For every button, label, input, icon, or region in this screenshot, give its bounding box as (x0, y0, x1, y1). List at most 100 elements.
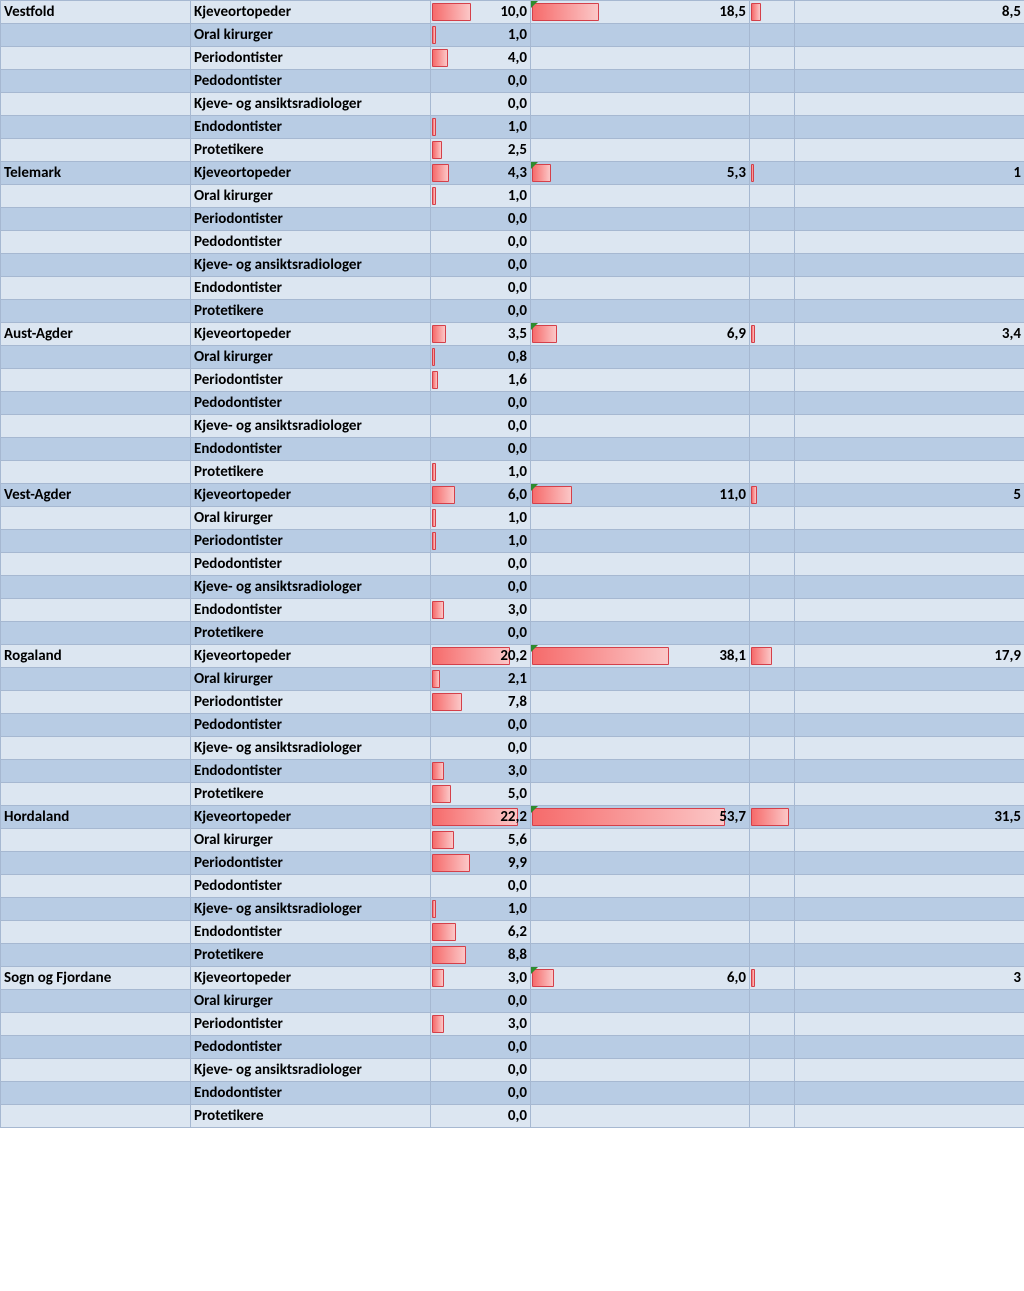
data-table: VestfoldKjeveortopeder10,018,58,5 Oral ki… (0, 0, 1024, 1128)
table-row: Protetikere8,8 (1, 944, 1024, 967)
table-row: Endodontister3,0 (1, 599, 1024, 622)
value-cell (795, 622, 1024, 645)
value-cell (750, 507, 795, 530)
specialty-cell: Protetikere (191, 944, 431, 967)
specialty-cell: Oral kirurger (191, 507, 431, 530)
specialty-cell: Pedodontister (191, 714, 431, 737)
value-cell: 3,4 (795, 323, 1024, 346)
value-cell (795, 116, 1024, 139)
value-cell: 53,7 (531, 806, 750, 829)
value-text: 3,0 (508, 762, 527, 780)
value-cell (750, 1059, 795, 1082)
region-cell (1, 208, 191, 231)
specialty-cell: Pedodontister (191, 1036, 431, 1059)
value-cell (531, 438, 750, 461)
value-cell (531, 392, 750, 415)
data-bar (432, 118, 436, 136)
region-cell (1, 944, 191, 967)
value-cell (795, 208, 1024, 231)
value-cell (531, 691, 750, 714)
value-cell (750, 1105, 795, 1128)
value-cell (750, 392, 795, 415)
value-cell (750, 484, 795, 507)
value-text: 0,0 (508, 1038, 527, 1056)
value-cell (531, 783, 750, 806)
region-cell (1, 116, 191, 139)
specialty-cell: Oral kirurger (191, 346, 431, 369)
value-cell (750, 369, 795, 392)
region-cell: Sogn og Fjordane (1, 967, 191, 990)
value-cell (531, 599, 750, 622)
data-bar (432, 762, 444, 780)
region-cell (1, 1036, 191, 1059)
value-cell: 0,0 (431, 93, 531, 116)
value-text: 0,0 (508, 578, 527, 596)
table-row: Pedodontister0,0 (1, 392, 1024, 415)
table-row: Periodontister9,9 (1, 852, 1024, 875)
value-cell (531, 829, 750, 852)
data-bar (432, 3, 471, 21)
region-cell (1, 185, 191, 208)
value-cell: 1,0 (431, 116, 531, 139)
region-cell (1, 1082, 191, 1105)
region-cell (1, 70, 191, 93)
specialty-cell: Kjeve- og ansiktsradiologer (191, 254, 431, 277)
region-cell (1, 507, 191, 530)
region-cell: Telemark (1, 162, 191, 185)
value-cell: 1 (795, 162, 1024, 185)
indicator-triangle (531, 323, 538, 330)
value-cell (531, 1082, 750, 1105)
value-text: 5,3 (727, 164, 746, 182)
table-row: VestfoldKjeveortopeder10,018,58,5 (1, 1, 1024, 24)
value-cell (795, 829, 1024, 852)
value-text: 0,0 (508, 302, 527, 320)
table-row: RogalandKjeveortopeder20,238,117,9 (1, 645, 1024, 668)
region-cell: Vest-Agder (1, 484, 191, 507)
table-row: Oral kirurger0,0 (1, 990, 1024, 1013)
specialty-cell: Kjeve- og ansiktsradiologer (191, 93, 431, 116)
value-cell (531, 852, 750, 875)
value-text: 1,0 (508, 900, 527, 918)
value-text: 0,0 (508, 72, 527, 90)
value-cell (795, 346, 1024, 369)
value-cell (531, 415, 750, 438)
value-text: 0,0 (508, 555, 527, 573)
table-row: Periodontister3,0 (1, 1013, 1024, 1036)
data-bar (432, 854, 470, 872)
value-text: 31,5 (994, 808, 1021, 826)
table-row: Oral kirurger5,6 (1, 829, 1024, 852)
value-cell (531, 1013, 750, 1036)
table-row: Endodontister0,0 (1, 277, 1024, 300)
table-row: Kjeve- og ansiktsradiologer0,0 (1, 254, 1024, 277)
value-cell (750, 737, 795, 760)
value-cell: 0,0 (431, 70, 531, 93)
table-row: Kjeve- og ansiktsradiologer0,0 (1, 1059, 1024, 1082)
region-cell (1, 392, 191, 415)
specialty-cell: Oral kirurger (191, 990, 431, 1013)
table-row: TelemarkKjeveortopeder4,35,31 (1, 162, 1024, 185)
data-bar (432, 26, 436, 44)
value-cell (750, 461, 795, 484)
value-cell (531, 668, 750, 691)
data-bar (751, 3, 761, 21)
indicator-triangle (531, 645, 538, 652)
value-cell (750, 1082, 795, 1105)
value-cell (531, 553, 750, 576)
value-text: 20,2 (500, 647, 527, 665)
value-cell (750, 714, 795, 737)
value-cell (750, 852, 795, 875)
value-cell (750, 231, 795, 254)
region-cell (1, 990, 191, 1013)
value-cell (531, 116, 750, 139)
value-text: 0,0 (508, 1061, 527, 1079)
value-cell (531, 93, 750, 116)
region-cell (1, 691, 191, 714)
value-text: 17,9 (994, 647, 1021, 665)
value-cell (531, 369, 750, 392)
data-bar (432, 325, 446, 343)
specialty-cell: Oral kirurger (191, 668, 431, 691)
value-cell: 3 (795, 967, 1024, 990)
value-cell (750, 783, 795, 806)
value-cell (795, 852, 1024, 875)
region-cell (1, 783, 191, 806)
